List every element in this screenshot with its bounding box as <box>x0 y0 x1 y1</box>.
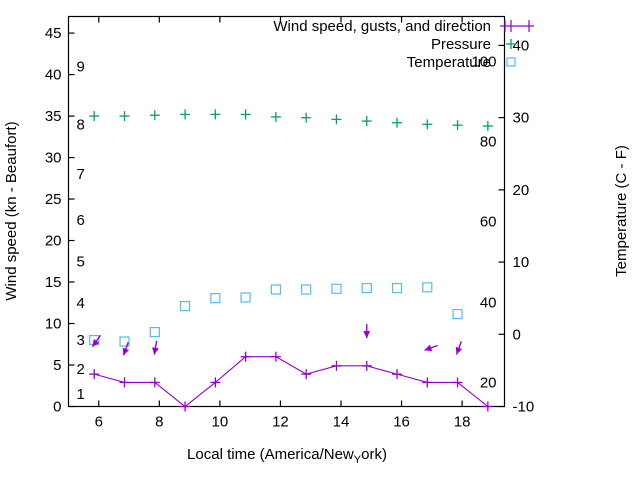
x-tick-label: 8 <box>155 414 163 431</box>
fahrenheit-label: 80 <box>480 133 497 150</box>
x-tick-label: 12 <box>272 414 289 431</box>
wind-direction-arrow <box>424 344 438 352</box>
legend-marker-wind <box>500 20 534 32</box>
temperature-point <box>270 284 282 295</box>
y-tick-label-right: -10 <box>513 399 535 416</box>
fahrenheit-label: 100 <box>471 53 496 70</box>
beaufort-label: 4 <box>77 295 85 312</box>
beaufort-label: 7 <box>77 166 85 183</box>
inner-scale-labels: 1 2 3 4 5 6 7 8 9 20 40 60 80 100 <box>77 53 497 403</box>
beaufort-label: 8 <box>77 116 85 133</box>
plot-frame <box>67 15 506 408</box>
temperature-point <box>119 336 130 347</box>
y-tick-label-left: 25 <box>45 191 62 208</box>
chart-legend: Wind speed, gusts, and direction Pressur… <box>273 18 534 71</box>
legend-label-wind: Wind speed, gusts, and direction <box>273 18 491 35</box>
wind-speed-line <box>94 356 489 408</box>
wind-direction-arrow <box>91 334 102 348</box>
y-tick-label-left: 10 <box>45 316 62 333</box>
temperature-point <box>422 282 433 293</box>
temperature-series <box>89 282 463 347</box>
wind-direction-arrow <box>152 340 159 355</box>
y-tick-label-right: 40 <box>513 37 530 54</box>
y-tick-label-left: 45 <box>45 25 62 42</box>
y-tick-label-left: 5 <box>53 357 61 374</box>
wind-direction-arrow <box>455 341 463 355</box>
fahrenheit-label: 60 <box>480 214 497 231</box>
y-axis-right-title: Temperature (C - F) <box>613 145 630 277</box>
temperature-point <box>240 292 251 303</box>
beaufort-label: 1 <box>77 386 85 403</box>
temperature-point <box>301 284 312 295</box>
legend-marker-pressure <box>506 39 516 49</box>
y-tick-label-left: 15 <box>45 274 62 291</box>
beaufort-label: 6 <box>77 212 85 229</box>
wind-direction-arrows <box>91 324 463 356</box>
x-tick-label: 6 <box>95 414 103 431</box>
legend-label-pressure: Pressure <box>431 36 491 53</box>
y-tick-label-left: 20 <box>45 233 62 250</box>
temperature-point <box>149 327 160 338</box>
y-tick-label-right: 0 <box>513 326 521 343</box>
legend-marker-temperature <box>506 57 516 67</box>
wind-speed-series <box>89 351 493 412</box>
fahrenheit-label: 40 <box>480 295 497 312</box>
beaufort-label: 9 <box>77 58 85 75</box>
y-tick-label-left: 35 <box>45 108 62 125</box>
wind-direction-arrow <box>363 324 371 339</box>
legend-label-temperature: Temperature <box>407 54 491 71</box>
y-tick-label-left: 40 <box>45 67 62 84</box>
y-axis-left-title: Wind speed (kn - Beaufort) <box>3 121 20 300</box>
beaufort-label: 5 <box>77 253 85 270</box>
temperature-point <box>210 293 221 304</box>
temperature-point <box>179 301 191 312</box>
axis-ticks <box>68 16 505 408</box>
temperature-point <box>391 282 403 294</box>
x-axis-title: Local time (America/NewYork) <box>187 446 387 466</box>
y-tick-label-right: 30 <box>513 110 530 127</box>
y-tick-label-right: 10 <box>513 254 530 271</box>
wind-direction-arrow <box>122 341 130 356</box>
y-tick-label-left: 30 <box>45 150 62 167</box>
x-tick-label: 18 <box>454 414 471 431</box>
x-tick-label: 10 <box>212 414 229 431</box>
temperature-point <box>452 308 463 320</box>
temperature-point <box>331 283 342 294</box>
y-tick-label-right: 20 <box>513 182 530 199</box>
beaufort-label: 2 <box>77 361 85 378</box>
pressure-series <box>89 109 493 132</box>
fahrenheit-label: 20 <box>480 375 497 392</box>
beaufort-label: 3 <box>77 332 85 349</box>
temperature-point <box>361 282 372 294</box>
x-tick-label: 16 <box>393 414 410 431</box>
x-tick-label: 14 <box>333 414 350 431</box>
y-tick-label-left: 0 <box>53 399 61 416</box>
